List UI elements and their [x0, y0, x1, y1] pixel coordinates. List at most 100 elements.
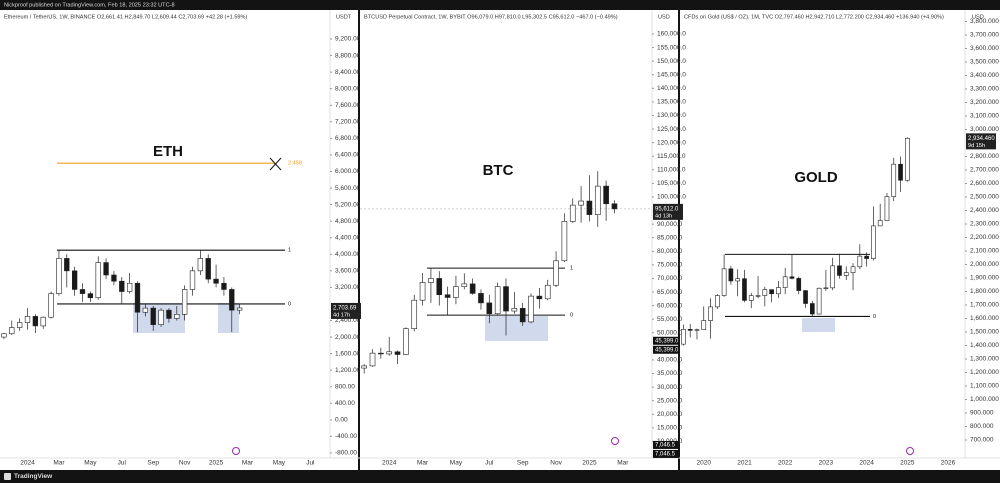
candle-body: [40, 316, 46, 327]
candle-body: [904, 138, 910, 181]
y-tick-label: 100,000.0: [657, 194, 686, 201]
price-tag-label: 45,399.0: [655, 338, 679, 344]
candle-body: [843, 272, 849, 276]
candle-body: [411, 299, 418, 329]
y-tick-label: 20,000.0: [657, 411, 683, 418]
y-tick-label: 1,900.000: [970, 275, 999, 282]
candle-body: [9, 327, 15, 335]
y-tick-label: 2,300.000: [970, 221, 999, 228]
y-tick-label: 6,000.00: [335, 168, 361, 175]
y-tick-label: 3,000.000: [970, 126, 999, 133]
candle-body: [221, 282, 227, 290]
candle-body: [714, 295, 720, 308]
publish-note: Nickproof published on TradingView.com, …: [4, 2, 175, 8]
level-label: 0: [570, 313, 573, 319]
candle-body: [444, 294, 451, 298]
y-tick-label: 1,200.000: [970, 369, 999, 376]
candle-body: [603, 185, 609, 205]
last-price-label: 95,612.0: [655, 206, 679, 212]
x-tick-label: Nov: [179, 460, 191, 467]
y-tick-label: 150,000.0: [657, 58, 686, 65]
y-tick-label: 1,200.00: [335, 367, 361, 374]
y-tick-label: 2,400.000: [970, 207, 999, 214]
candle-body: [1, 333, 7, 338]
candle-body: [561, 221, 568, 262]
y-tick-label: 8,000.00: [335, 85, 361, 92]
brand[interactable]: TradingView: [14, 473, 53, 480]
y-tick-label: 155,000.0: [657, 44, 686, 51]
candle-body: [419, 282, 426, 301]
y-tick-label: 2,400.00: [335, 317, 361, 324]
cross-mark: [269, 157, 282, 171]
last-price-tag: [331, 302, 361, 319]
y-tick-label: 75,000.0: [657, 262, 683, 269]
x-tick-label: 2024: [20, 460, 35, 467]
y-tick-label: 1,300.000: [970, 356, 999, 363]
y-tick-label: 1,700.000: [970, 302, 999, 309]
candle-body: [394, 351, 401, 355]
y-tick-label: 5,200.00: [335, 201, 361, 208]
x-tick-label: 2025: [582, 460, 597, 467]
y-tick-label: 2,800.000: [970, 153, 999, 160]
candle-body: [742, 278, 747, 301]
y-tick-label: 40,000.0: [657, 357, 683, 364]
price-tag-label: 7,046.5: [655, 443, 676, 449]
y-tick-label: 3,100.000: [970, 113, 999, 120]
candle-body: [236, 307, 243, 311]
highlight-box: [485, 316, 548, 341]
candle-body: [776, 287, 781, 295]
y-tick-label: 90,000.0: [657, 221, 683, 228]
legend-text: CFDs on Gold (US$ / OZ), 1M, TVC O2,797.…: [684, 14, 944, 20]
candle-body: [871, 225, 876, 259]
axis-unit: USDT: [336, 14, 352, 20]
x-tick-label: Jul: [306, 460, 315, 467]
candle-body: [111, 274, 117, 282]
candle-body: [126, 282, 133, 292]
y-tick-label: 4,000.00: [335, 251, 361, 258]
candle-body: [79, 289, 86, 294]
candle-body: [511, 308, 518, 312]
candle-body: [134, 282, 141, 313]
y-tick-label: 1,000.000: [970, 396, 999, 403]
y-tick-label: 140,000.0: [657, 85, 686, 92]
y-tick-label: 3,300.000: [970, 86, 999, 93]
candle-body: [884, 196, 890, 221]
highlight-box: [218, 303, 239, 333]
y-tick-label: 0.00: [335, 417, 348, 424]
x-tick-label: 2020: [697, 460, 712, 467]
x-tick-label: Mar: [242, 460, 254, 467]
y-tick-label: 15,000.0: [657, 425, 683, 432]
x-tick-label: May: [273, 460, 286, 467]
x-tick-label: Nov: [550, 460, 562, 467]
y-tick-label: 1,100.000: [970, 383, 999, 390]
price-tag: [653, 336, 679, 345]
candle-body: [782, 276, 788, 288]
panel: [0, 10, 358, 470]
event-icon: [611, 437, 619, 445]
last-price-label: 2,934.460: [968, 136, 995, 142]
y-tick-label: 9,200.00: [335, 36, 361, 43]
candle-body: [95, 262, 101, 299]
candle-body: [681, 328, 686, 345]
x-tick-label: Mar: [617, 460, 629, 467]
candle-body: [378, 352, 384, 355]
x-tick-label: Mar: [417, 460, 429, 467]
level-label: 0: [873, 314, 876, 320]
last-price-tag: [966, 133, 996, 150]
candle-body: [56, 258, 62, 294]
x-tick-label: Jul: [485, 460, 494, 467]
y-tick-label: 800.00: [335, 383, 355, 390]
x-tick-label: Sep: [147, 460, 159, 467]
y-tick-label: 6,400.00: [335, 152, 361, 159]
y-tick-label: 700.000: [970, 437, 994, 444]
y-tick-label: 2,200.000: [970, 234, 999, 241]
icons: [232, 157, 914, 455]
y-tick-label: -400.00: [335, 433, 357, 440]
candle-body: [87, 293, 94, 299]
y-tick-label: 400.00: [335, 400, 355, 407]
y-tick-label: 2,700.000: [970, 167, 999, 174]
y-tick-label: 1,400.000: [970, 342, 999, 349]
candle-body: [142, 307, 149, 313]
chart-label: ETH: [153, 143, 183, 160]
candle-body: [494, 286, 501, 315]
